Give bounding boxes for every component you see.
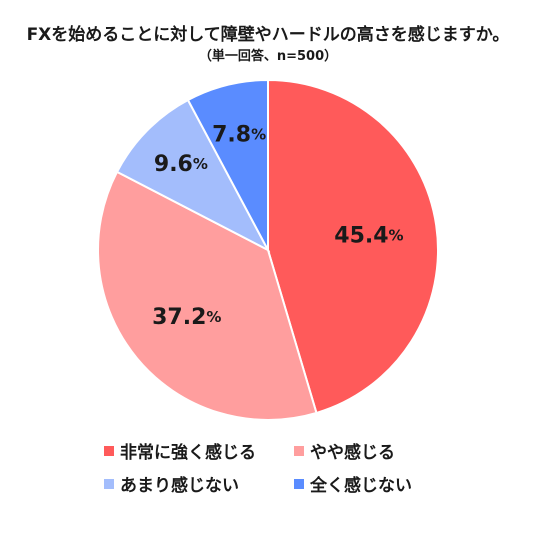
legend-item: あまり感じない [104,471,239,496]
slice-label: 9.6% [154,151,208,176]
chart-title: FXを始めることに対して障壁やハードルの高さを感じますか。 [26,25,510,45]
pie-slice [115,98,271,253]
slice-label: 7.8% [212,122,266,147]
pie-slice [186,78,269,251]
legend-swatch [104,445,114,456]
legend-item: 非常に強く感じる [104,438,256,463]
chart-subtitle: （単一回答、n=500） [198,49,338,64]
legend-label: やや感じる [310,443,395,463]
slice-label: 37.2% [152,305,221,330]
legend-label: 非常に強く感じる [120,443,256,463]
legend-item: やや感じる [294,438,395,463]
legend-label: あまり感じない [120,476,239,496]
pie-slice [97,170,318,421]
slice-label: 45.4% [334,223,403,248]
legend-swatch [294,445,304,456]
legend-label: 全く感じない [310,476,412,496]
pie-slice [267,78,439,415]
legend-swatch [294,478,304,489]
legend-swatch [104,478,114,489]
legend-item: 全く感じない [294,471,412,496]
